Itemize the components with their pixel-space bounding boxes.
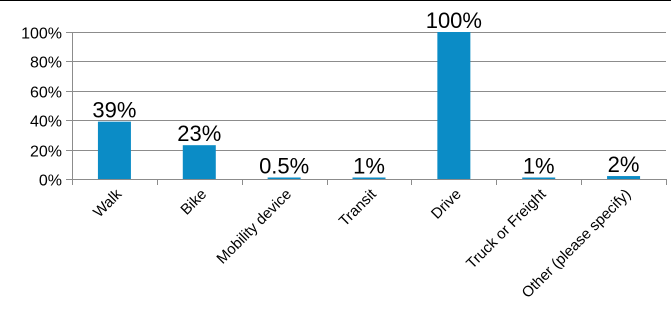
x-category-label: Truck or Freight (463, 185, 550, 272)
x-category-label: Transit (336, 185, 381, 230)
data-label: 2% (608, 152, 640, 177)
bar-other-please-specify (607, 176, 641, 179)
x-category-label: Drive (428, 186, 465, 223)
y-tick-label: 20% (30, 144, 62, 161)
x-category-label: Mobility device (213, 186, 295, 268)
y-tick-label: 60% (30, 85, 62, 102)
data-label: 100% (426, 8, 482, 33)
bar-bike (182, 145, 216, 179)
y-tick-label: 100% (21, 26, 62, 43)
y-tick-label: 80% (30, 55, 62, 72)
bar-mobility-device (267, 177, 301, 179)
data-label: 23% (177, 121, 221, 146)
y-tick-label: 40% (30, 114, 62, 131)
x-category-label: Bike (177, 186, 210, 219)
data-label: 39% (92, 98, 136, 123)
data-label: 1% (523, 154, 555, 179)
data-label: 1% (353, 154, 385, 179)
y-tick-label: 0% (39, 173, 62, 190)
x-category-label: Walk (90, 185, 126, 221)
data-label: 0.5% (259, 154, 309, 179)
bar-walk (97, 121, 131, 179)
bar-drive (437, 32, 471, 179)
bar-transit (352, 177, 386, 179)
bar-truck-or-freight (522, 177, 556, 179)
